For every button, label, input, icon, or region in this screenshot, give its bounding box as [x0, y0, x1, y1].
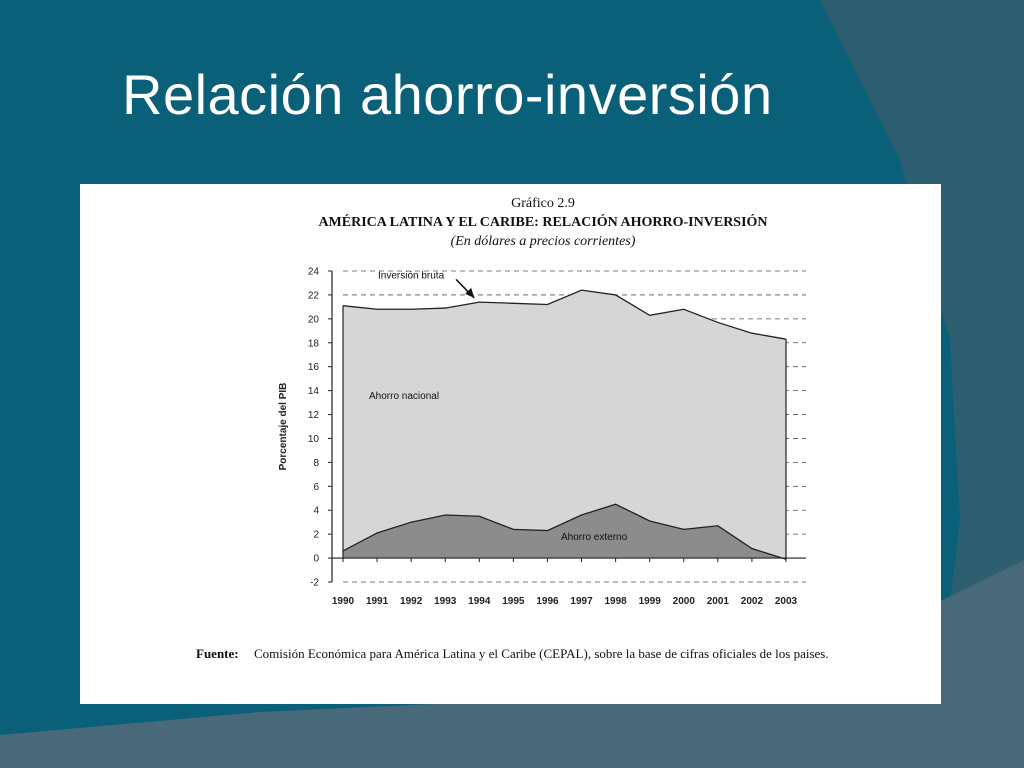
annotation-ahorro-externo: Ahorro externo [561, 532, 628, 543]
x-tick-label: 2002 [741, 596, 764, 607]
chart-area: Gráfico 2.9 AMÉRICA LATINA Y EL CARIBE: … [196, 196, 829, 661]
y-tick-label: 20 [308, 314, 320, 325]
y-tick-label: 12 [308, 410, 320, 421]
chart-axes [328, 270, 806, 583]
x-tick-label: 1990 [332, 596, 355, 607]
y-tick-label: 16 [308, 362, 320, 373]
y-tick-label: 18 [308, 338, 320, 349]
area-ahorro-nacional [343, 290, 786, 560]
x-tick-label: 2003 [775, 596, 798, 607]
source-separator: : [234, 646, 238, 661]
y-tick-label: -2 [310, 578, 319, 589]
figure-heading: AMÉRICA LATINA Y EL CARIBE: RELACIÓN AHO… [318, 213, 767, 230]
background-accent-band [820, 0, 1024, 768]
slide-title: Relación ahorro-inversión [122, 63, 773, 126]
annotation-arrowhead [465, 287, 475, 298]
x-tick-label: 1994 [468, 596, 491, 607]
source-label: Fuente [196, 646, 235, 661]
x-tick-label: 1999 [639, 596, 662, 607]
x-tick-label: 1992 [400, 596, 423, 607]
x-tick-label: 2001 [707, 596, 730, 607]
x-tick-label: 2000 [673, 596, 696, 607]
x-tick-label: 1995 [502, 596, 525, 607]
y-tick-label: 6 [313, 482, 319, 493]
source-line: Fuente: Comisión Económica para América L… [196, 646, 829, 661]
y-axis-label: Porcentaje del PIB [278, 383, 289, 471]
annotation-inversion-bruta: Inversión bruta [378, 271, 445, 282]
series-line-ahorro-externo [342, 503, 787, 560]
y-tick-label: 10 [308, 434, 320, 445]
y-tick-label: 8 [313, 458, 319, 469]
x-tick-label: 1991 [366, 596, 389, 607]
y-tick-label: 2 [313, 530, 319, 541]
figure-label: Gráfico 2.9 [511, 196, 575, 211]
figure-panel: Gráfico 2.9 AMÉRICA LATINA Y EL CARIBE: … [80, 184, 941, 704]
annotation-ahorro-nacional: Ahorro nacional [369, 391, 439, 402]
x-tick-label: 1993 [434, 596, 457, 607]
x-tick-label: 1997 [570, 596, 593, 607]
y-tick-label: 0 [313, 554, 319, 565]
x-tick-label: 1998 [604, 596, 627, 607]
y-tick-label: 24 [308, 267, 320, 278]
x-tick-label: 1996 [536, 596, 559, 607]
source-text: Comisión Económica para América Latina y… [254, 646, 829, 661]
y-tick-label: 4 [313, 506, 319, 517]
chart-areas [342, 289, 787, 560]
series-line-inversion-bruta [342, 289, 787, 340]
figure-subheading: (En dólares a precios corrientes) [451, 234, 636, 249]
y-tick-label: 22 [308, 290, 320, 301]
background-accent-band-lower [0, 560, 1024, 768]
area-ahorro-externo [343, 504, 786, 560]
y-tick-label: 14 [308, 386, 320, 397]
